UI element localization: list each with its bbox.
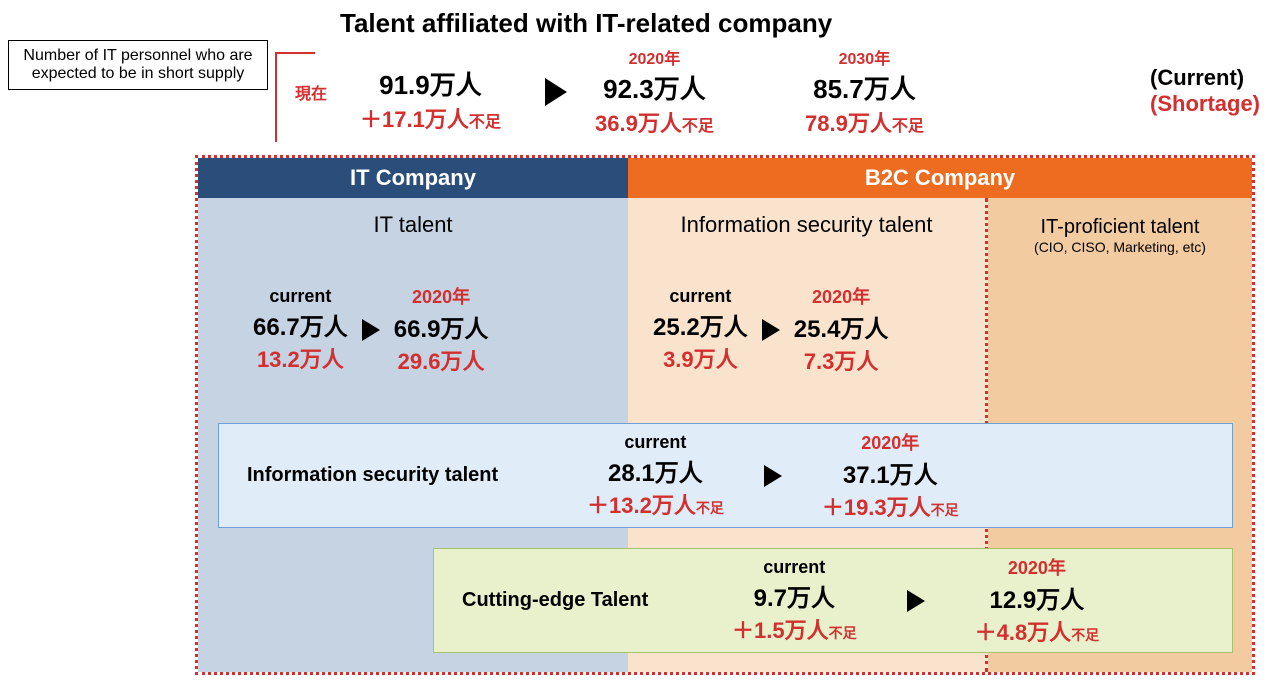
bar-blue-title: Information security talent <box>247 464 547 487</box>
legend-current: (Current) <box>1150 65 1260 91</box>
page-title: Talent affiliated with IT-related compan… <box>340 8 832 39</box>
note-box: Number of IT personnel who are expected … <box>8 40 268 90</box>
top-col0-shortage: ＋17.1万人不足 <box>360 102 501 134</box>
bar-blue-2020: 2020年 37.1万人 ＋19.3万人不足 <box>822 429 959 522</box>
top-col1-value: 92.3万人 <box>595 69 714 106</box>
subtitle-it: IT talent <box>198 198 628 238</box>
arrow-icon <box>545 78 567 106</box>
top-col1-shortage: 36.9万人不足 <box>595 106 714 138</box>
subtitle-prof: IT-proficient talent <box>988 216 1252 239</box>
bar-info-security: Information security talent current 28.1… <box>218 423 1233 528</box>
legend: (Current) (Shortage) <box>1150 65 1260 117</box>
bar-green-title: Cutting-edge Talent <box>462 589 692 612</box>
top-stats-row: 現在 91.9万人 ＋17.1万人不足 2020年 92.3万人 36.9万人不… <box>350 45 1260 145</box>
header-b2c: B2C Company <box>628 158 1252 198</box>
bar-green-2020: 2020年 12.9万人 ＋4.8万人不足 <box>975 554 1100 647</box>
top-col1-year: 2020年 <box>595 45 714 69</box>
arrow-icon <box>762 319 780 341</box>
bar-blue-current: current 28.1万人 ＋13.2万人不足 <box>587 432 724 520</box>
arrow-icon <box>764 465 782 487</box>
legend-shortage: (Shortage) <box>1150 91 1260 117</box>
top-col2-shortage: 78.9万人不足 <box>805 106 924 138</box>
it-current-block: current 66.7万人 13.2万人 <box>253 286 348 374</box>
top-col2-value: 85.7万人 <box>805 69 924 106</box>
subtitle-prof-sub: (CIO, CISO, Marketing, etc) <box>988 239 1252 255</box>
top-col2-year: 2030年 <box>805 45 924 69</box>
header-it: IT Company <box>198 158 628 198</box>
subtitle-sec: Information security talent <box>628 198 985 238</box>
arrow-icon <box>362 319 380 341</box>
it-2020-block: 2020年 66.9万人 29.6万人 <box>394 283 489 376</box>
top-col0-value: 91.9万人 <box>360 65 501 102</box>
bar-green-current: current 9.7万人 ＋1.5万人不足 <box>732 557 857 645</box>
bar-cutting-edge: Cutting-edge Talent current 9.7万人 ＋1.5万人… <box>433 548 1233 653</box>
main-panel: IT Company B2C Company IT talent current… <box>195 155 1255 675</box>
sec-2020-block: 2020年 25.4万人 7.3万人 <box>794 283 889 376</box>
arrow-icon <box>907 590 925 612</box>
top-now-label: 現在 <box>295 86 327 103</box>
sec-current-block: current 25.2万人 3.9万人 <box>653 286 748 374</box>
